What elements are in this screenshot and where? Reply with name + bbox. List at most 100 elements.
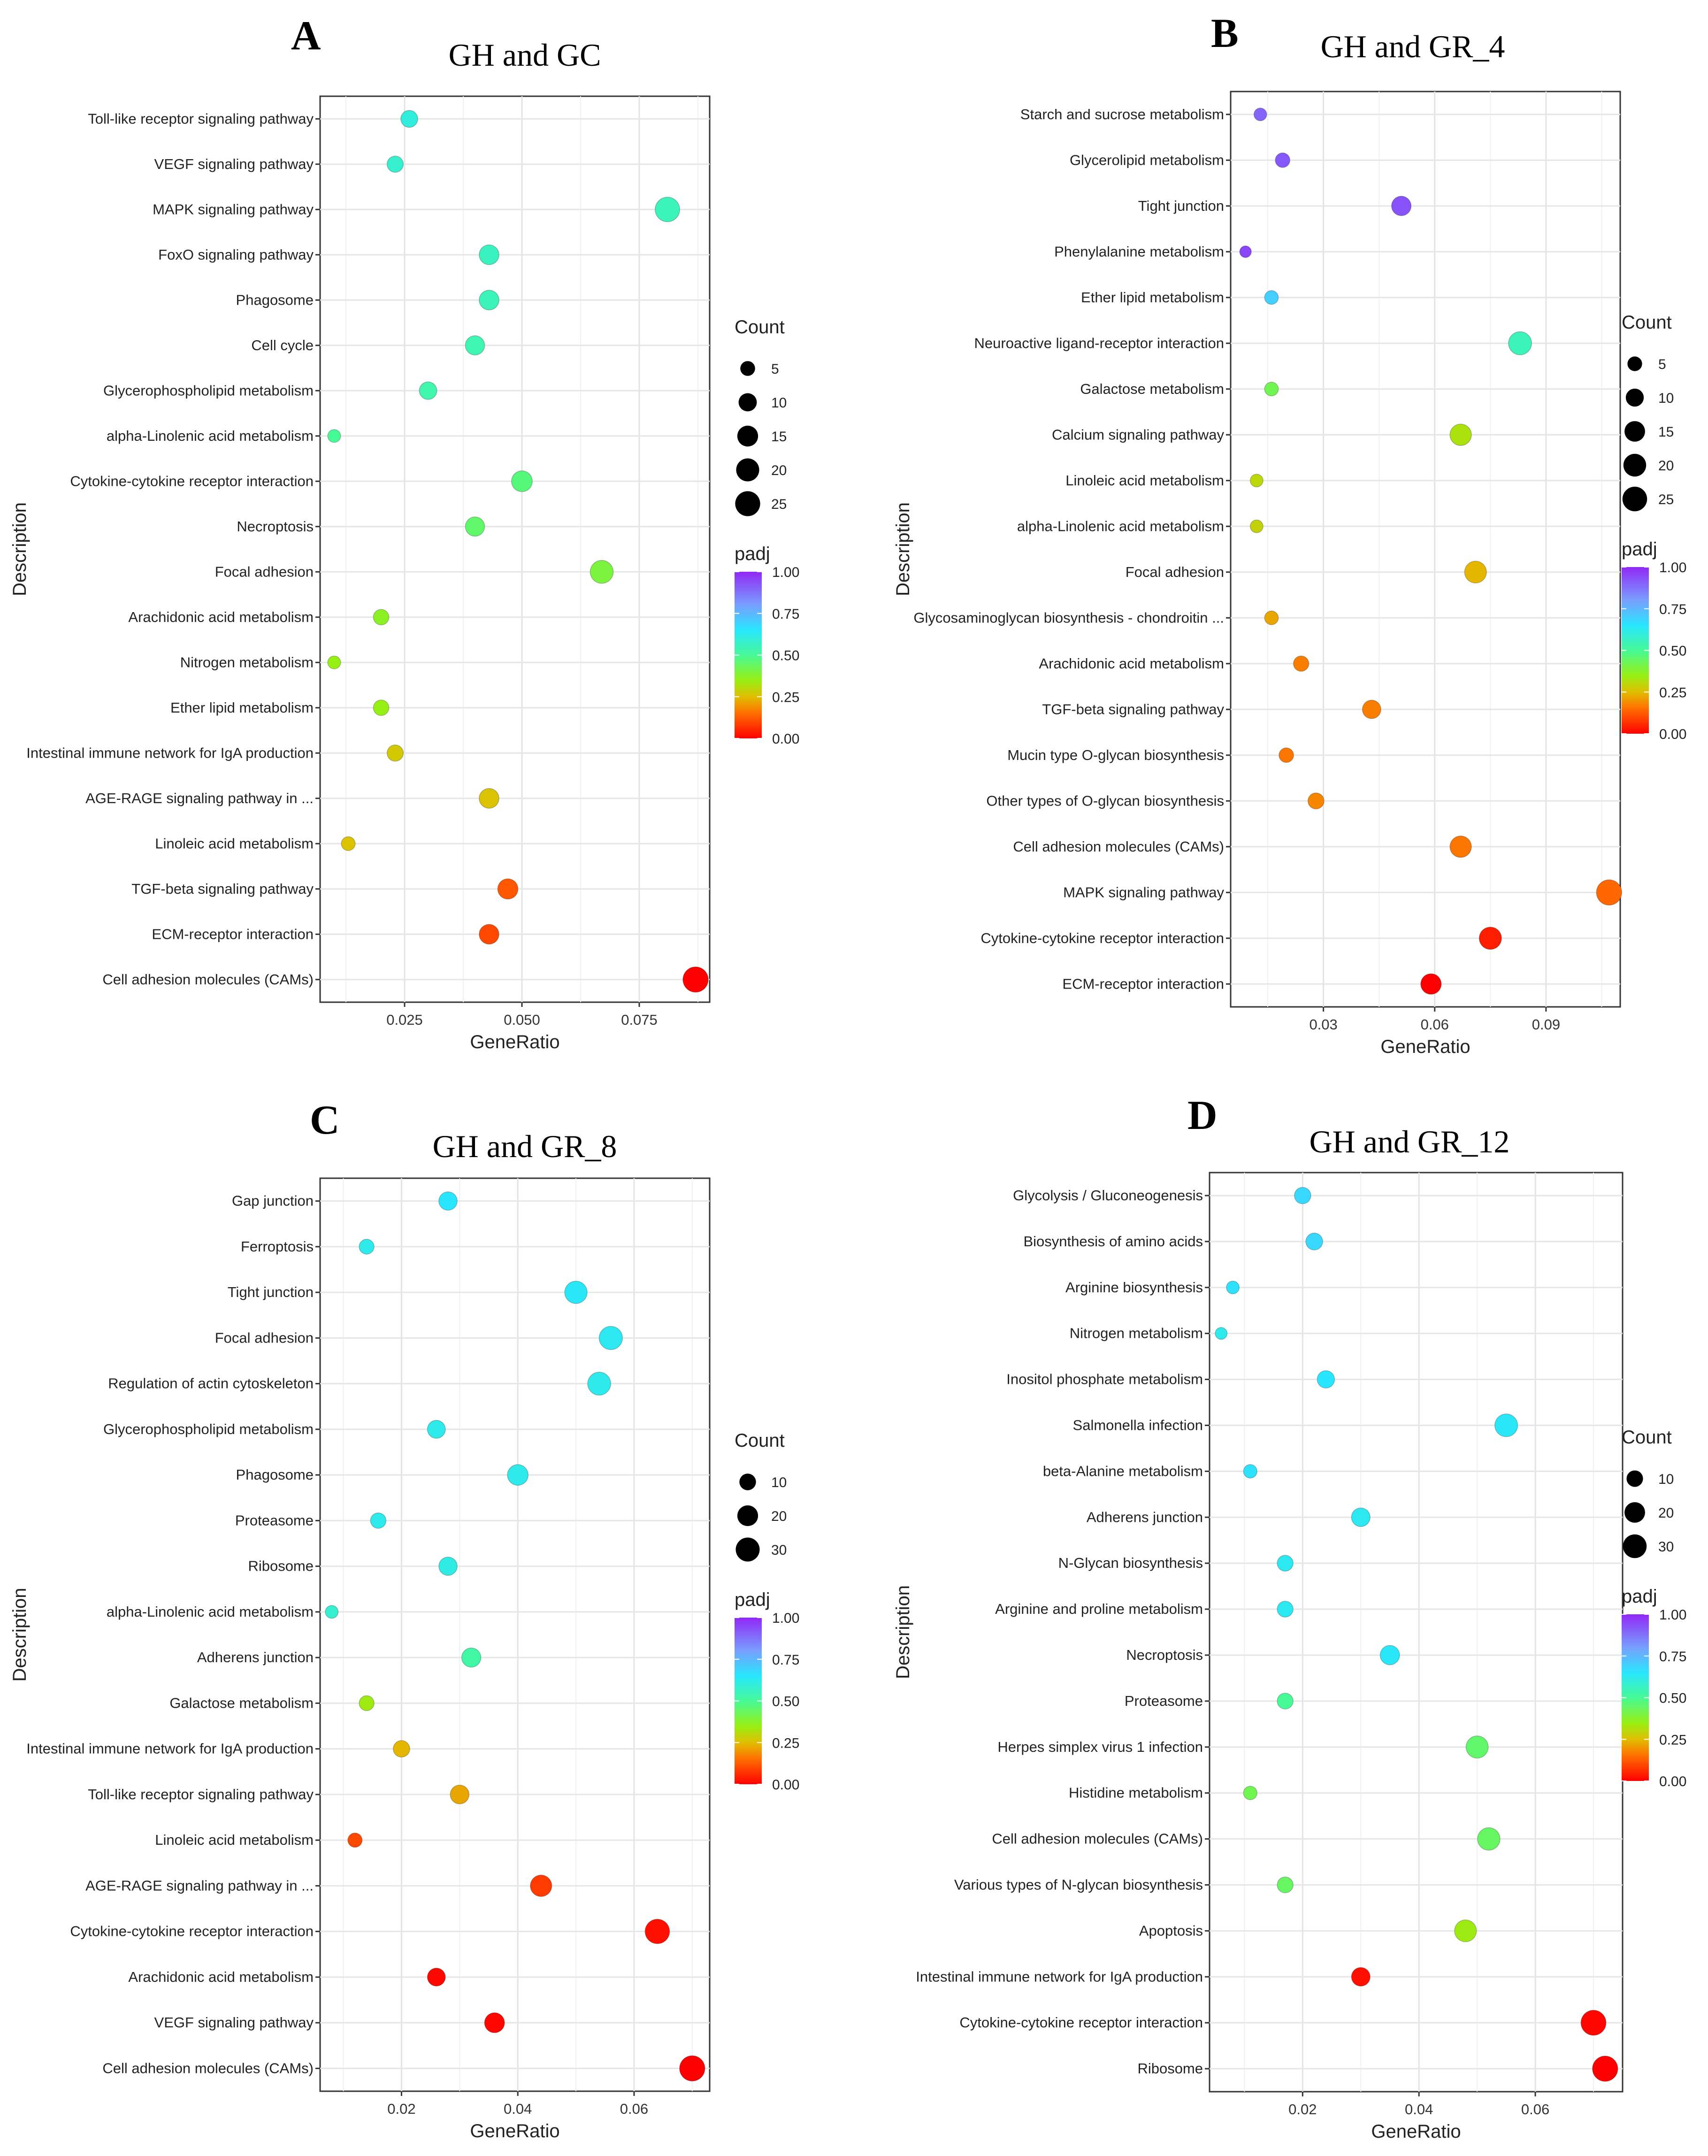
count-legend-dot [737, 1505, 758, 1527]
count-legend-label: 10 [1658, 1472, 1674, 1487]
data-point [479, 290, 499, 311]
padj-legend-label: 0.50 [772, 648, 799, 664]
data-point [438, 1191, 458, 1211]
category-label: Glycerophospholipid metabolism [103, 382, 314, 399]
category-label: Ether lipid metabolism [1081, 289, 1224, 306]
x-tick-label: 0.075 [621, 1012, 658, 1028]
x-tick-label: 0.06 [1521, 2101, 1549, 2118]
category-label: Herpes simplex virus 1 infection [997, 1739, 1203, 1755]
x-tick-label: 0.06 [1421, 1016, 1449, 1033]
data-point [1465, 1735, 1489, 1759]
padj-legend-label: 1.00 [772, 1611, 799, 1626]
count-legend-dot [1626, 1470, 1643, 1487]
data-point [400, 110, 418, 128]
data-point [1391, 196, 1412, 216]
data-point [465, 516, 485, 537]
padj-legend-label: 0.50 [1659, 1691, 1686, 1706]
count-legend-dot [739, 1473, 756, 1490]
data-point [1307, 792, 1325, 810]
category-label: Focal adhesion [215, 563, 314, 580]
panel-A: A GH and GC Toll-like receptor signaling p… [9, 13, 799, 1052]
category-label: VEGF signaling pathway [154, 2014, 314, 2031]
data-point [644, 1918, 670, 1944]
count-legend-label: 10 [771, 1475, 787, 1490]
data-point [1449, 836, 1472, 858]
count-legend-dot [1624, 421, 1645, 442]
category-label: Proteasome [235, 1512, 314, 1528]
category-label: Arachidonic acid metabolism [1039, 655, 1224, 672]
data-point [1420, 973, 1442, 995]
data-point [1317, 1370, 1335, 1389]
data-point [564, 1281, 588, 1304]
plot-area [319, 95, 711, 1003]
category-label: Salmonella infection [1073, 1417, 1203, 1433]
category-label: Glycerolipid metabolism [1070, 152, 1224, 168]
count-legend-label: 20 [1658, 1505, 1674, 1521]
data-point [386, 155, 404, 173]
category-label: FoxO signaling pathway [158, 246, 314, 263]
category-label: Intestinal immune network for IgA produc… [26, 1741, 314, 1757]
category-label: AGE-RAGE signaling pathway in ... [85, 790, 314, 806]
category-label: Arginine biosynthesis [1065, 1279, 1203, 1296]
category-label: Apoptosis [1139, 1922, 1203, 1939]
x-tick-label: 0.06 [620, 2101, 648, 2117]
data-point [359, 1239, 375, 1255]
data-point [370, 1512, 387, 1529]
category-label: Cytokine-cytokine receptor interaction [70, 1923, 314, 1940]
padj-legend-label: 0.50 [772, 1694, 799, 1710]
x-tick-label: 0.04 [1405, 2101, 1433, 2118]
data-point [1477, 1827, 1501, 1851]
data-point [1362, 699, 1381, 719]
data-point [419, 381, 437, 400]
data-point [1279, 747, 1294, 763]
data-point [497, 878, 519, 900]
panel-letter: A [291, 13, 321, 59]
data-point [450, 1785, 470, 1804]
category-label: Linoleic acid metabolism [1065, 472, 1224, 489]
category-label: Focal adhesion [1126, 564, 1224, 580]
category-label: Cell adhesion molecules (CAMs) [102, 971, 314, 988]
data-point [438, 1557, 458, 1576]
data-point [484, 2012, 505, 2033]
category-label: Arachidonic acid metabolism [128, 609, 314, 625]
category-label: ECM-receptor interaction [1062, 975, 1224, 992]
gridlines [1210, 1173, 1623, 2092]
category-label: Ribosome [1137, 2060, 1203, 2077]
category-label: Phenylalanine metabolism [1054, 243, 1224, 260]
category-label: TGF-beta signaling pathway [1042, 701, 1224, 717]
padj-legend-label: 0.75 [1659, 602, 1686, 617]
data-point [590, 560, 614, 584]
x-axis-title: GeneRatio [470, 1032, 559, 1052]
data-point [1239, 246, 1252, 258]
category-label: Glycosaminoglycan biosynthesis - chondro… [913, 609, 1224, 626]
category-label: Regulation of actin cytoskeleton [108, 1375, 314, 1392]
data-point [1264, 610, 1279, 625]
panel-D: D GH and GR_12 Glycolysis / Gluconeogenesi… [893, 1093, 1686, 2142]
category-label: Nitrogen metabolism [180, 654, 314, 670]
category-label: Focal adhesion [215, 1329, 314, 1346]
category-label: Tight junction [1138, 198, 1224, 214]
data-point [347, 1833, 363, 1848]
category-label: Toll-like receptor signaling pathway [88, 110, 314, 127]
data-point [1449, 423, 1472, 446]
data-point [359, 1695, 375, 1711]
category-label: Intestinal immune network for IgA produc… [26, 744, 314, 761]
category-label: Tight junction [228, 1284, 314, 1300]
padj-legend-label: 1.00 [772, 565, 799, 580]
count-legend-label: 25 [1658, 492, 1674, 507]
count-legend-label: 15 [1658, 424, 1674, 440]
x-axis-title: GeneRatio [470, 2121, 559, 2141]
padj-legend-label: 0.25 [772, 1735, 799, 1751]
data-point [373, 699, 390, 716]
data-point [325, 1605, 339, 1619]
data-point [655, 197, 680, 223]
category-label: Necroptosis [1126, 1647, 1203, 1663]
data-point [1351, 1507, 1371, 1527]
y-axis-title: Description [893, 1585, 913, 1679]
y-axis-title: Description [893, 502, 913, 596]
data-point [1305, 1233, 1323, 1251]
data-point [1464, 560, 1487, 583]
data-point [587, 1372, 611, 1396]
category-label: Intestinal immune network for IgA produc… [916, 1968, 1203, 1985]
data-point [461, 1647, 482, 1668]
